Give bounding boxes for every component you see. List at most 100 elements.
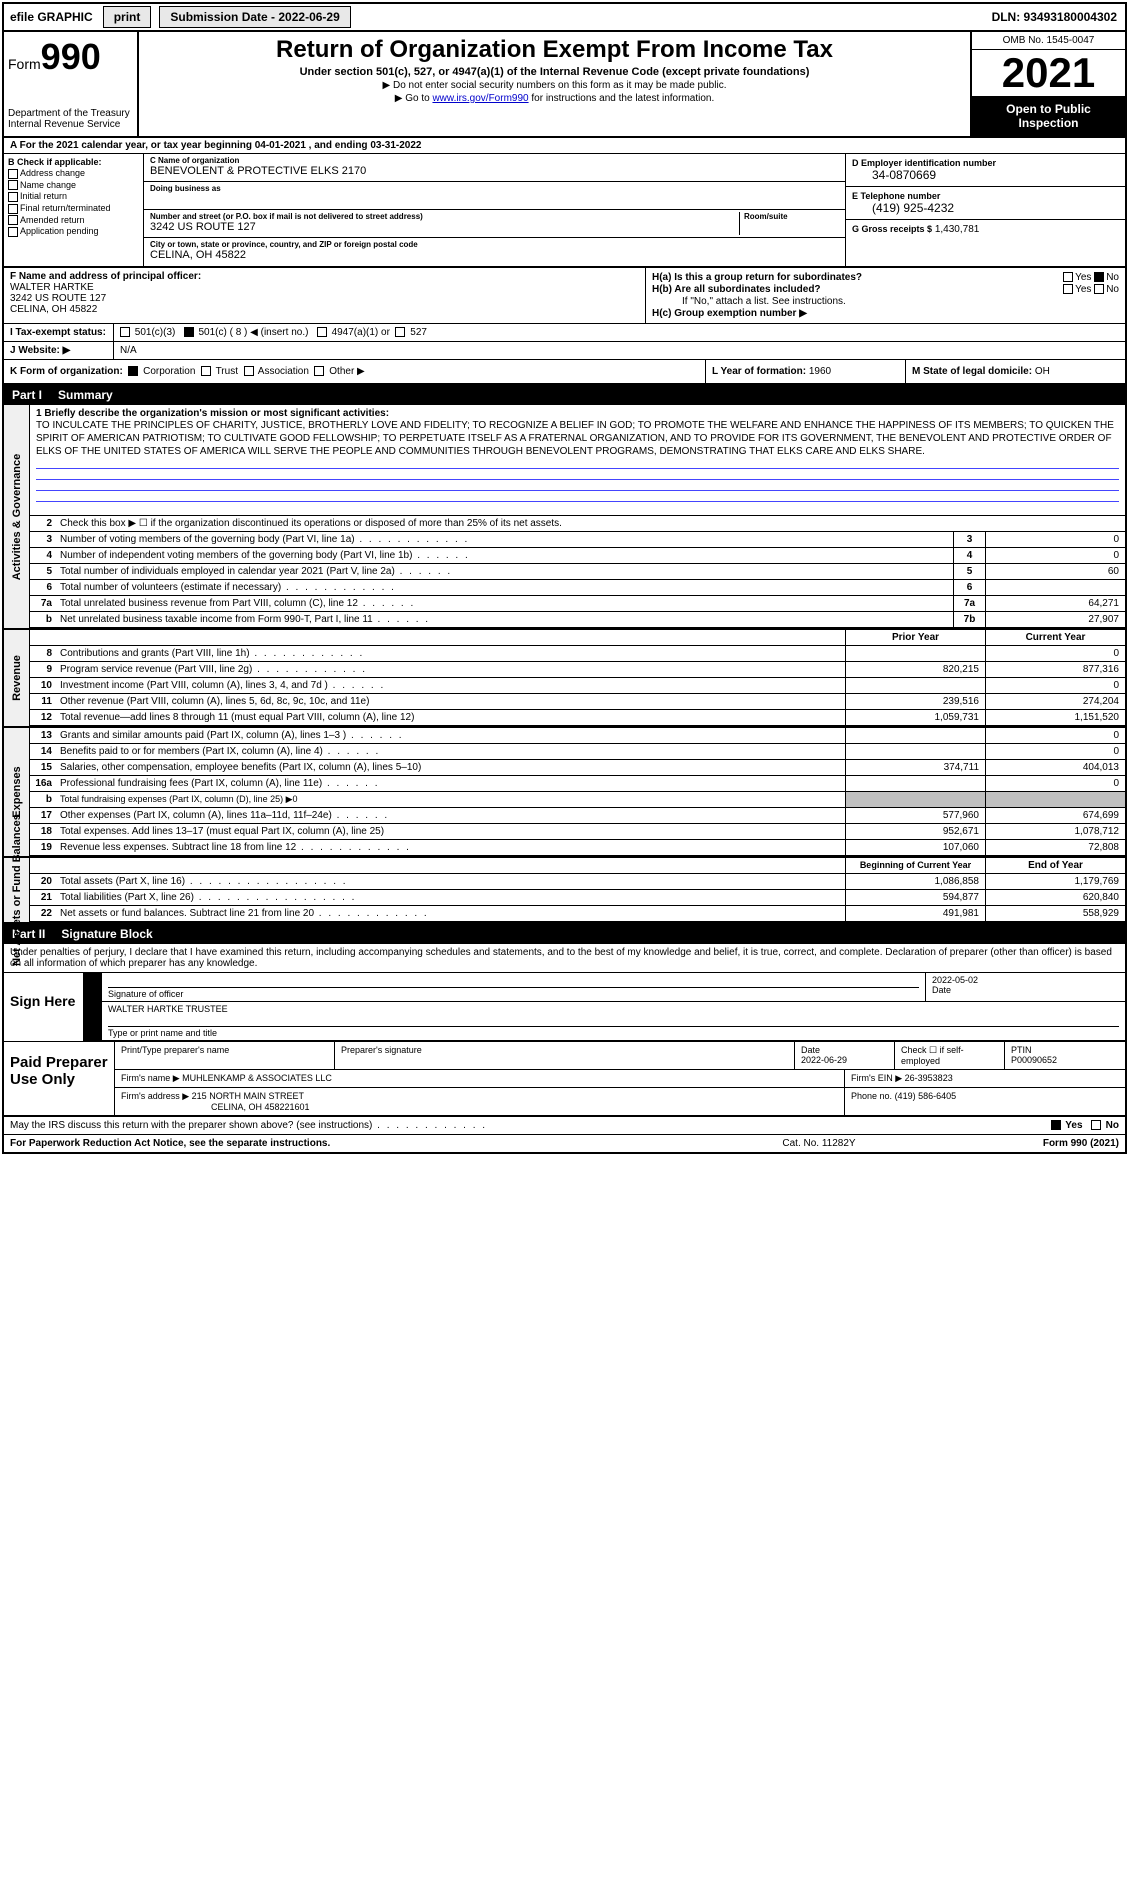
efile-label: efile GRAPHIC	[4, 6, 99, 28]
mission-label: 1 Briefly describe the organization's mi…	[36, 408, 1119, 419]
discuss-row: May the IRS discuss this return with the…	[4, 1117, 1125, 1135]
ptin-value: P00090652	[1011, 1055, 1057, 1065]
website-value: N/A	[114, 342, 1125, 359]
line-2: 2Check this box ▶ ☐ if the organization …	[30, 516, 1125, 532]
line-15: 15Salaries, other compensation, employee…	[30, 760, 1125, 776]
check-corp[interactable]	[128, 366, 138, 376]
officer-addr2: CELINA, OH 45822	[10, 304, 639, 315]
check-assoc[interactable]	[244, 366, 254, 376]
discuss-no[interactable]	[1091, 1120, 1101, 1130]
e-label: E Telephone number	[852, 191, 1119, 201]
check-amended[interactable]	[8, 215, 18, 225]
sign-arrow-icon	[84, 1002, 102, 1040]
line-7b: bNet unrelated business taxable income f…	[30, 612, 1125, 628]
k-label: K Form of organization:	[10, 366, 123, 377]
section-deg: D Employer identification number 34-0870…	[845, 154, 1125, 266]
ha-yes[interactable]	[1063, 272, 1073, 282]
line-3: 3Number of voting members of the governi…	[30, 532, 1125, 548]
prep-name-label: Print/Type preparer's name	[115, 1042, 335, 1069]
line-8: 8Contributions and grants (Part VIII, li…	[30, 646, 1125, 662]
c-label: C Name of organization	[150, 156, 839, 165]
footer: For Paperwork Reduction Act Notice, see …	[4, 1135, 1125, 1152]
part2-header: Part II Signature Block	[4, 924, 1125, 944]
line-19: 19Revenue less expenses. Subtract line 1…	[30, 840, 1125, 856]
check-501c[interactable]	[184, 327, 194, 337]
check-other[interactable]	[314, 366, 324, 376]
line-16b: bTotal fundraising expenses (Part IX, co…	[30, 792, 1125, 808]
firm-addr1: 215 NORTH MAIN STREET	[192, 1091, 304, 1101]
irs-label: Internal Revenue Service	[8, 119, 133, 130]
state-domicile: OH	[1035, 366, 1050, 377]
section-f: F Name and address of principal officer:…	[4, 268, 645, 323]
topbar: efile GRAPHIC print Submission Date - 20…	[4, 4, 1125, 32]
hc-label: H(c) Group exemption number ▶	[652, 308, 807, 319]
print-button[interactable]: print	[103, 6, 152, 28]
ha-label: H(a) Is this a group return for subordin…	[652, 272, 862, 283]
line-12: 12Total revenue—add lines 8 through 11 (…	[30, 710, 1125, 726]
entity-block: B Check if applicable: Address change Na…	[4, 154, 1125, 268]
line-11: 11Other revenue (Part VIII, column (A), …	[30, 694, 1125, 710]
line-9: 9Program service revenue (Part VIII, lin…	[30, 662, 1125, 678]
header-left: Form990 Department of the Treasury Inter…	[4, 32, 139, 136]
discuss-label: May the IRS discuss this return with the…	[10, 1120, 1051, 1131]
line-4: 4Number of independent voting members of…	[30, 548, 1125, 564]
check-address[interactable]	[8, 169, 18, 179]
rule-line	[36, 479, 1119, 480]
check-initial[interactable]	[8, 192, 18, 202]
fh-block: F Name and address of principal officer:…	[4, 268, 1125, 324]
header-center: Return of Organization Exempt From Incom…	[139, 32, 970, 136]
sig-officer-label: Signature of officer	[108, 987, 919, 999]
rule-line	[36, 468, 1119, 469]
firm-phone: (419) 586-6405	[895, 1091, 957, 1101]
org-name: BENEVOLENT & PROTECTIVE ELKS 2170	[150, 165, 839, 177]
line-17: 17Other expenses (Part IX, column (A), l…	[30, 808, 1125, 824]
hb-no[interactable]	[1094, 284, 1104, 294]
l-label: L Year of formation:	[712, 366, 806, 377]
net-header: Beginning of Current YearEnd of Year	[30, 858, 1125, 874]
side-gov: Activities & Governance	[4, 405, 30, 628]
irs-link[interactable]: www.irs.gov/Form990	[432, 93, 528, 104]
b-label: B Check if applicable:	[8, 157, 139, 167]
ha-no[interactable]	[1094, 272, 1104, 282]
officer-addr1: 3242 US ROUTE 127	[10, 293, 639, 304]
check-501c3[interactable]	[120, 327, 130, 337]
line-13: 13Grants and similar amounts paid (Part …	[30, 728, 1125, 744]
mission-text: TO INCULCATE THE PRINCIPLES OF CHARITY, …	[36, 419, 1119, 458]
org-address: 3242 US ROUTE 127	[150, 221, 739, 233]
check-final[interactable]	[8, 204, 18, 214]
expenses-section: Expenses 13Grants and similar amounts pa…	[4, 728, 1125, 858]
tax-year: 2021	[972, 50, 1125, 96]
check-trust[interactable]	[201, 366, 211, 376]
addr-label: Number and street (or P.O. box if mail i…	[150, 212, 739, 221]
firm-addr2: CELINA, OH 458221601	[121, 1102, 310, 1112]
line-6: 6Total number of volunteers (estimate if…	[30, 580, 1125, 596]
form-note2: ▶ Go to www.irs.gov/Form990 for instruct…	[145, 93, 964, 104]
check-pending[interactable]	[8, 227, 18, 237]
mission-row: 1 Briefly describe the organization's mi…	[30, 405, 1125, 516]
hb-yes[interactable]	[1063, 284, 1073, 294]
check-name[interactable]	[8, 180, 18, 190]
dept-label: Department of the Treasury	[8, 108, 133, 119]
hb-note: If "No," attach a list. See instructions…	[652, 296, 1119, 307]
room-label: Room/suite	[744, 212, 839, 221]
check-527[interactable]	[395, 327, 405, 337]
form-header: Form990 Department of the Treasury Inter…	[4, 32, 1125, 138]
sig-date-label: Date	[932, 985, 1119, 995]
sign-here-label: Sign Here	[4, 973, 84, 1041]
sign-arrow-icon	[84, 973, 102, 1001]
ein-value: 34-0870669	[852, 168, 1119, 182]
submission-date-button[interactable]: Submission Date - 2022-06-29	[159, 6, 350, 28]
f-label: F Name and address of principal officer:	[10, 271, 639, 282]
activities-governance: Activities & Governance 1 Briefly descri…	[4, 405, 1125, 630]
klm-row: K Form of organization: Corporation Trus…	[4, 360, 1125, 385]
rev-header: Prior YearCurrent Year	[30, 630, 1125, 646]
section-h: H(a) Is this a group return for subordin…	[645, 268, 1125, 323]
prep-sig-label: Preparer's signature	[335, 1042, 795, 1069]
check-4947[interactable]	[317, 327, 327, 337]
sign-block: Sign Here Signature of officer 2022-05-0…	[4, 973, 1125, 1042]
discuss-yes[interactable]	[1051, 1120, 1061, 1130]
net-assets-section: Net Assets or Fund Balances Beginning of…	[4, 858, 1125, 924]
org-city: CELINA, OH 45822	[150, 249, 839, 261]
form-label: Form	[8, 56, 41, 72]
m-label: M State of legal domicile:	[912, 366, 1032, 377]
